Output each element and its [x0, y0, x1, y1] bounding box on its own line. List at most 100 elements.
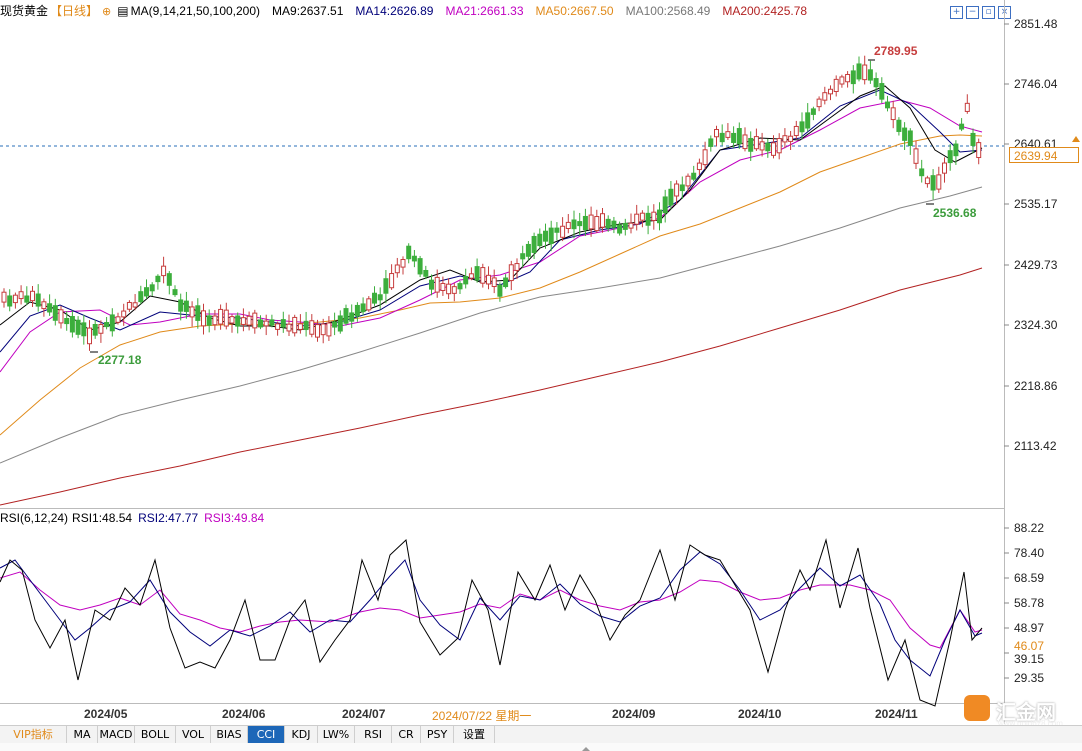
- candle-body: [503, 277, 509, 288]
- candle-body: [332, 321, 338, 328]
- candle-body: [292, 316, 298, 334]
- date-axis: 2024/05 2024/06 2024/07 2024/07/22 星期一 2…: [0, 704, 1004, 724]
- candle-body: [491, 277, 497, 288]
- candle-body: [873, 78, 879, 88]
- candle-body: [508, 264, 514, 282]
- candle-body: [223, 309, 229, 327]
- tab-ma[interactable]: MA: [67, 726, 98, 743]
- candle-body: [679, 184, 685, 192]
- ma100-line: [0, 186, 983, 464]
- candle-body: [970, 132, 976, 146]
- date-label: 2024/05: [84, 707, 128, 721]
- candle-body: [793, 125, 799, 137]
- candle-body: [320, 323, 326, 336]
- rsi2-value: RSI2:47.77: [138, 511, 199, 525]
- candle-body: [440, 282, 446, 291]
- candle-body: [525, 243, 531, 257]
- tab-cci[interactable]: CCI: [248, 726, 285, 743]
- rsi-param[interactable]: RSI(6,12,24): [0, 511, 69, 525]
- crosshair-date-label: 2024/07/22 星期一: [432, 709, 532, 723]
- ma9-value: MA9:2637.51: [272, 4, 344, 18]
- candle-body: [81, 322, 87, 337]
- candle-body: [12, 294, 18, 304]
- ma-param[interactable]: MA(9,14,21,50,100,200): [130, 4, 261, 18]
- tab-macd[interactable]: MACD: [98, 726, 135, 743]
- candle-body: [138, 291, 144, 303]
- candle-body: [303, 320, 309, 331]
- zoom-out-icon[interactable]: −: [966, 6, 979, 19]
- candle-body: [839, 76, 845, 85]
- candle-body: [788, 135, 794, 142]
- candle-body: [907, 130, 913, 147]
- ma14-line: [0, 89, 983, 353]
- tab-bias[interactable]: BIAS: [211, 726, 248, 743]
- candle-body: [696, 162, 702, 171]
- candle-body: [429, 279, 434, 290]
- candle-body: [349, 312, 355, 322]
- period-label[interactable]: 【日线】: [50, 4, 99, 18]
- tab-vip[interactable]: VIP指标: [0, 726, 67, 743]
- tab-rsi[interactable]: RSI: [355, 726, 392, 743]
- candle-body: [463, 275, 469, 285]
- candle-body: [719, 132, 725, 143]
- rsi3-value: RSI3:49.84: [204, 511, 265, 525]
- candle-body: [252, 312, 258, 329]
- tab-kdj[interactable]: KDJ: [285, 726, 318, 743]
- candle-body: [611, 220, 617, 228]
- candle-body: [902, 127, 908, 141]
- rsi-current-bg: [1009, 639, 1079, 653]
- horizontal-scrollbar[interactable]: [0, 743, 1082, 751]
- candle-body: [691, 172, 697, 180]
- candle-body: [326, 322, 332, 337]
- candle-body: [121, 310, 127, 318]
- candle-body: [924, 177, 930, 185]
- tab-lw[interactable]: LW%: [318, 726, 355, 743]
- candle-body: [229, 316, 235, 324]
- candle-body: [480, 267, 486, 284]
- rsi-tick: 78.40: [1014, 546, 1045, 560]
- candle-body: [953, 143, 959, 157]
- candle-body: [58, 309, 64, 324]
- price-tick: 2851.48: [1014, 17, 1058, 31]
- price-tick: 2113.42: [1014, 439, 1057, 453]
- price-arrow-icon: [1072, 136, 1080, 142]
- candle-body: [486, 274, 491, 285]
- candle-body: [714, 129, 719, 138]
- rsi-tick: 39.15: [1014, 652, 1045, 666]
- rsi3-line: [0, 571, 983, 649]
- candle-body: [628, 222, 634, 229]
- logo-url: www.gold678.com: [998, 719, 1063, 728]
- tab-vol[interactable]: VOL: [176, 726, 211, 743]
- indicator-icon: ▤: [117, 4, 129, 18]
- restore-icon[interactable]: ▫: [982, 6, 995, 19]
- candle-body: [269, 319, 275, 326]
- candle-body: [126, 301, 132, 310]
- low-left-annotation: 2277.18: [98, 353, 142, 367]
- candle-body: [394, 264, 400, 274]
- ma50-value: MA50:2667.50: [535, 4, 614, 18]
- circle-plus-icon[interactable]: ⊕: [102, 6, 112, 18]
- tab-boll[interactable]: BOLL: [135, 726, 176, 743]
- price-tick: 2324.30: [1014, 318, 1058, 332]
- candle-body: [531, 235, 537, 253]
- tab-cr[interactable]: CR: [392, 726, 421, 743]
- scroll-thumb-icon[interactable]: [0, 746, 1082, 751]
- date-label: 2024/10: [738, 707, 782, 721]
- candle-body: [867, 69, 873, 81]
- price-axis: 2851.48 2746.04 2640.61 2535.17 2429.73 …: [1004, 0, 1082, 751]
- tab-psy[interactable]: PSY: [421, 726, 454, 743]
- rsi-tick: 29.35: [1014, 671, 1045, 685]
- candle-body: [942, 162, 947, 174]
- candle-body: [890, 107, 896, 121]
- candle-body: [588, 214, 594, 230]
- candle-body: [451, 286, 457, 294]
- candle-body: [765, 142, 771, 152]
- candle-body: [178, 299, 184, 312]
- zoom-in-icon[interactable]: +: [950, 6, 963, 19]
- candle-body: [423, 269, 429, 277]
- tab-settings[interactable]: 设置: [454, 726, 495, 743]
- ma21-value: MA21:2661.33: [445, 4, 524, 18]
- candle-body: [799, 121, 805, 133]
- candle-body: [468, 273, 474, 279]
